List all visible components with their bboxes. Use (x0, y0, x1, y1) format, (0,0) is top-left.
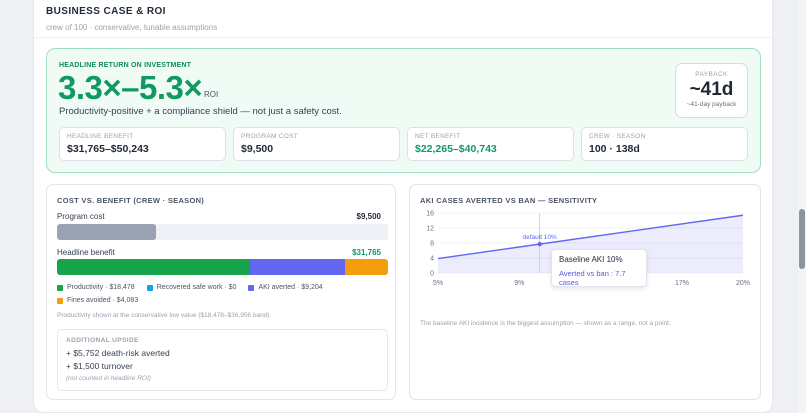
x-tick-label: 20% (736, 280, 750, 287)
benefit-segment-2 (249, 259, 346, 275)
roi-label: HEADLINE RETURN ON INVESTMENT (59, 62, 192, 69)
y-tick-label: 4 (430, 256, 434, 263)
payback-label: PAYBACK (695, 71, 728, 78)
sensitivity-panel: AKI CASES AVERTED VS BAN — SENSITIVITY 0… (409, 184, 761, 400)
metric-label: NET BENEFIT (415, 133, 461, 140)
metric-value: $9,500 (241, 143, 274, 155)
divider (34, 37, 772, 38)
benefit-legend-row-2: Fines avoided · $4,083 (57, 297, 138, 304)
benefit-label: Headline benefit (57, 248, 115, 257)
y-tick-label: 8 (430, 241, 434, 248)
page-scrollbar[interactable] (798, 0, 806, 413)
sensitivity-note: The baseline AKI incidence is the bigges… (420, 320, 671, 327)
panel-title: AKI CASES AVERTED VS BAN — SENSITIVITY (420, 196, 598, 205)
roi-hero: HEADLINE RETURN ON INVESTMENT 3.3×–5.3× … (46, 48, 761, 173)
program-cost-label: Program cost (57, 212, 105, 221)
section-subtitle: crew of 100 · conservative, tunable assu… (46, 23, 218, 32)
benefit-segment-3 (345, 259, 388, 275)
legend-label: AKI averted · $9,204 (258, 284, 323, 291)
benefit-legend-row-1: Productivity · $18,478 Recovered safe wo… (57, 284, 323, 291)
roi-tagline: Productivity-positive + a compliance shi… (59, 106, 342, 117)
y-tick-label: 0 (430, 271, 434, 278)
scrollbar-thumb[interactable] (799, 209, 805, 269)
y-tick-label: 12 (426, 226, 434, 233)
default-marker-label: default 10% (522, 234, 557, 241)
x-tick-label: 5% (433, 280, 443, 287)
metric-row: HEADLINE BENEFIT $31,765–$50,243 PROGRAM… (59, 127, 748, 161)
legend-swatch (146, 284, 153, 291)
legend-item: AKI averted · $9,204 (248, 284, 323, 291)
section-title: BUSINESS CASE & ROI (46, 6, 166, 17)
upside-note: (not counted in headline ROI) (66, 375, 151, 382)
benefit-value: $31,765 (352, 248, 381, 257)
legend-swatch (57, 284, 63, 291)
metric-label: PROGRAM COST (241, 133, 299, 140)
x-tick-label: 9% (514, 280, 524, 287)
upside-item: + $1,500 turnover (66, 361, 133, 371)
section-header: BUSINESS CASE & ROI crew of 100 · conser… (46, 6, 217, 32)
metric-value: $31,765–$50,243 (67, 143, 149, 155)
legend-swatch (57, 297, 63, 304)
roi-suffix: ROI (204, 90, 219, 99)
legend-label: Recovered safe work · $0 (156, 284, 237, 291)
metric-crew-season: CREW · SEASON 100 · 138d (581, 127, 748, 161)
metric-program-cost: PROGRAM COST $9,500 (233, 127, 400, 161)
business-case-card: BUSINESS CASE & ROI crew of 100 · conser… (33, 0, 773, 413)
payback-value: ~41d (689, 79, 734, 100)
payback-sub: ~41-day payback (686, 101, 737, 108)
metric-headline-benefit: HEADLINE BENEFIT $31,765–$50,243 (59, 127, 226, 161)
upside-item: + $5,752 death-risk averted (66, 348, 170, 358)
metric-label: HEADLINE BENEFIT (67, 133, 134, 140)
chart-tooltip: Baseline AKI 10% Averted vs ban : 7.7 ca… (551, 249, 647, 287)
series-area (438, 215, 743, 273)
metric-net-benefit: NET BENEFIT $22,265–$40,743 (407, 127, 574, 161)
metric-value: $22,265–$40,743 (415, 143, 497, 155)
program-cost-value: $9,500 (356, 212, 381, 221)
legend-item: Recovered safe work · $0 (146, 284, 237, 291)
tooltip-value: Averted vs ban : 7.7 cases (559, 269, 626, 287)
metric-label: CREW · SEASON (589, 133, 646, 140)
program-cost-fill (57, 224, 156, 240)
x-tick-label: 17% (675, 280, 689, 287)
legend-label: Fines avoided · $4,083 (67, 297, 139, 304)
program-cost-bar (57, 224, 388, 240)
legend-swatch (248, 284, 255, 291)
benefit-segment-0 (57, 259, 250, 275)
legend-item: Fines avoided · $4,083 (57, 297, 138, 304)
y-tick-label: 16 (426, 211, 434, 218)
panel-title: COST VS. BENEFIT (CREW · SEASON) (57, 196, 205, 205)
legend-item: Productivity · $18,478 (57, 284, 135, 291)
additional-upside-box: ADDITIONAL UPSIDE + $5,752 death-risk av… (57, 329, 388, 391)
payback-card: PAYBACK ~41d ~41-day payback (675, 63, 748, 118)
productivity-note: Productivity shown at the conservative l… (57, 312, 272, 319)
roi-range: 3.3×–5.3× (58, 69, 203, 106)
benefit-stacked-bar (57, 259, 388, 275)
metric-value: 100 · 138d (589, 143, 640, 155)
cost-benefit-panel: COST VS. BENEFIT (CREW · SEASON) Program… (46, 184, 396, 400)
legend-label: Productivity · $18,478 (67, 284, 135, 291)
tooltip-title: Baseline AKI 10% (559, 255, 623, 264)
default-marker-point (537, 241, 542, 247)
upside-title: ADDITIONAL UPSIDE (66, 337, 139, 344)
